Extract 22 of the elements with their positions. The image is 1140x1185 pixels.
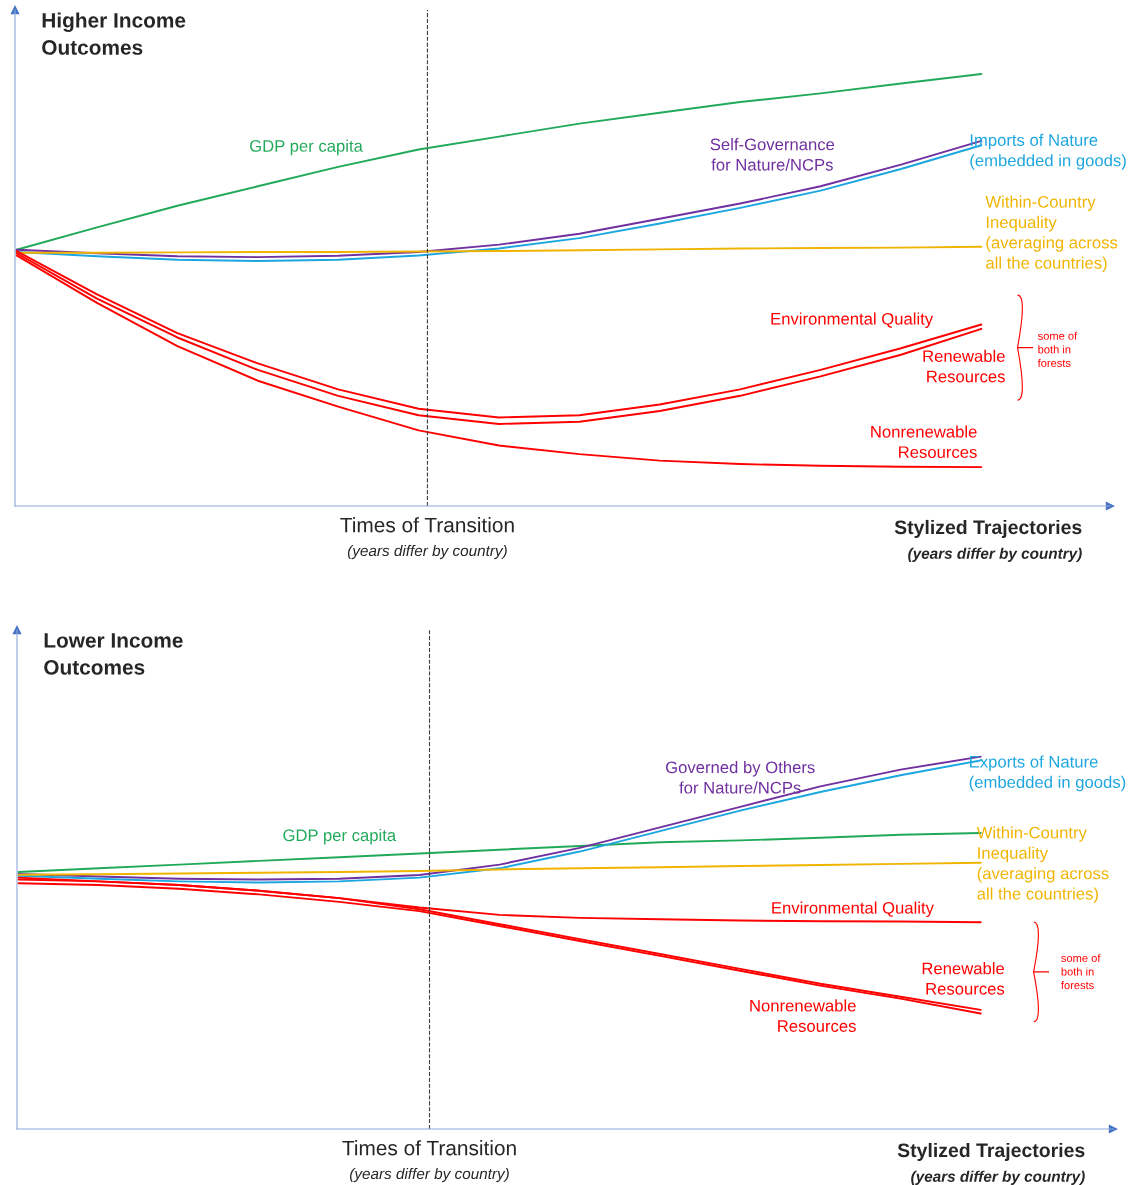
series-label: Self-Governance for Nature/NCPs xyxy=(710,138,835,171)
series-label: Within-Country Inequality (averaging across all the countries) xyxy=(976,826,1109,903)
chart-title: Lower Income Outcomes xyxy=(44,633,183,675)
series-label: Exports of Nature (embedded in goods) xyxy=(969,755,1126,792)
text: Times of Transition (years differ by country) xyxy=(342,1140,516,1183)
text: some of both in forests xyxy=(1061,953,1101,990)
x-axis-title: Stylized Trajectories (years differ by country) xyxy=(897,1142,1085,1185)
series-label: Environmental Quality xyxy=(772,901,934,918)
series-label: Renewable Resources xyxy=(923,349,1005,383)
series-label: Nonrenewable Resources xyxy=(750,999,856,1032)
series-label: Imports of Nature (embedded in goods) xyxy=(970,133,1126,170)
text: some of both in forests xyxy=(1037,331,1078,368)
series-label: Governed by Others for Nature/NCPs xyxy=(665,761,815,794)
chart-title: Higher Income Outcomes xyxy=(42,12,186,55)
series-label: Within-Country Inequality (averaging across all the countries) xyxy=(985,195,1118,273)
series-label: Nonrenewable Resources xyxy=(871,425,977,459)
series-label: GDP per capita xyxy=(283,828,397,845)
series-label: Environmental Quality xyxy=(771,312,934,328)
text: Times of Transition (years differ by country) xyxy=(340,517,514,560)
x-axis-title: Stylized Trajectories (years differ by country) xyxy=(894,519,1082,562)
series-label: GDP per capita xyxy=(250,139,363,156)
series-label: Renewable Resources xyxy=(922,962,1005,995)
